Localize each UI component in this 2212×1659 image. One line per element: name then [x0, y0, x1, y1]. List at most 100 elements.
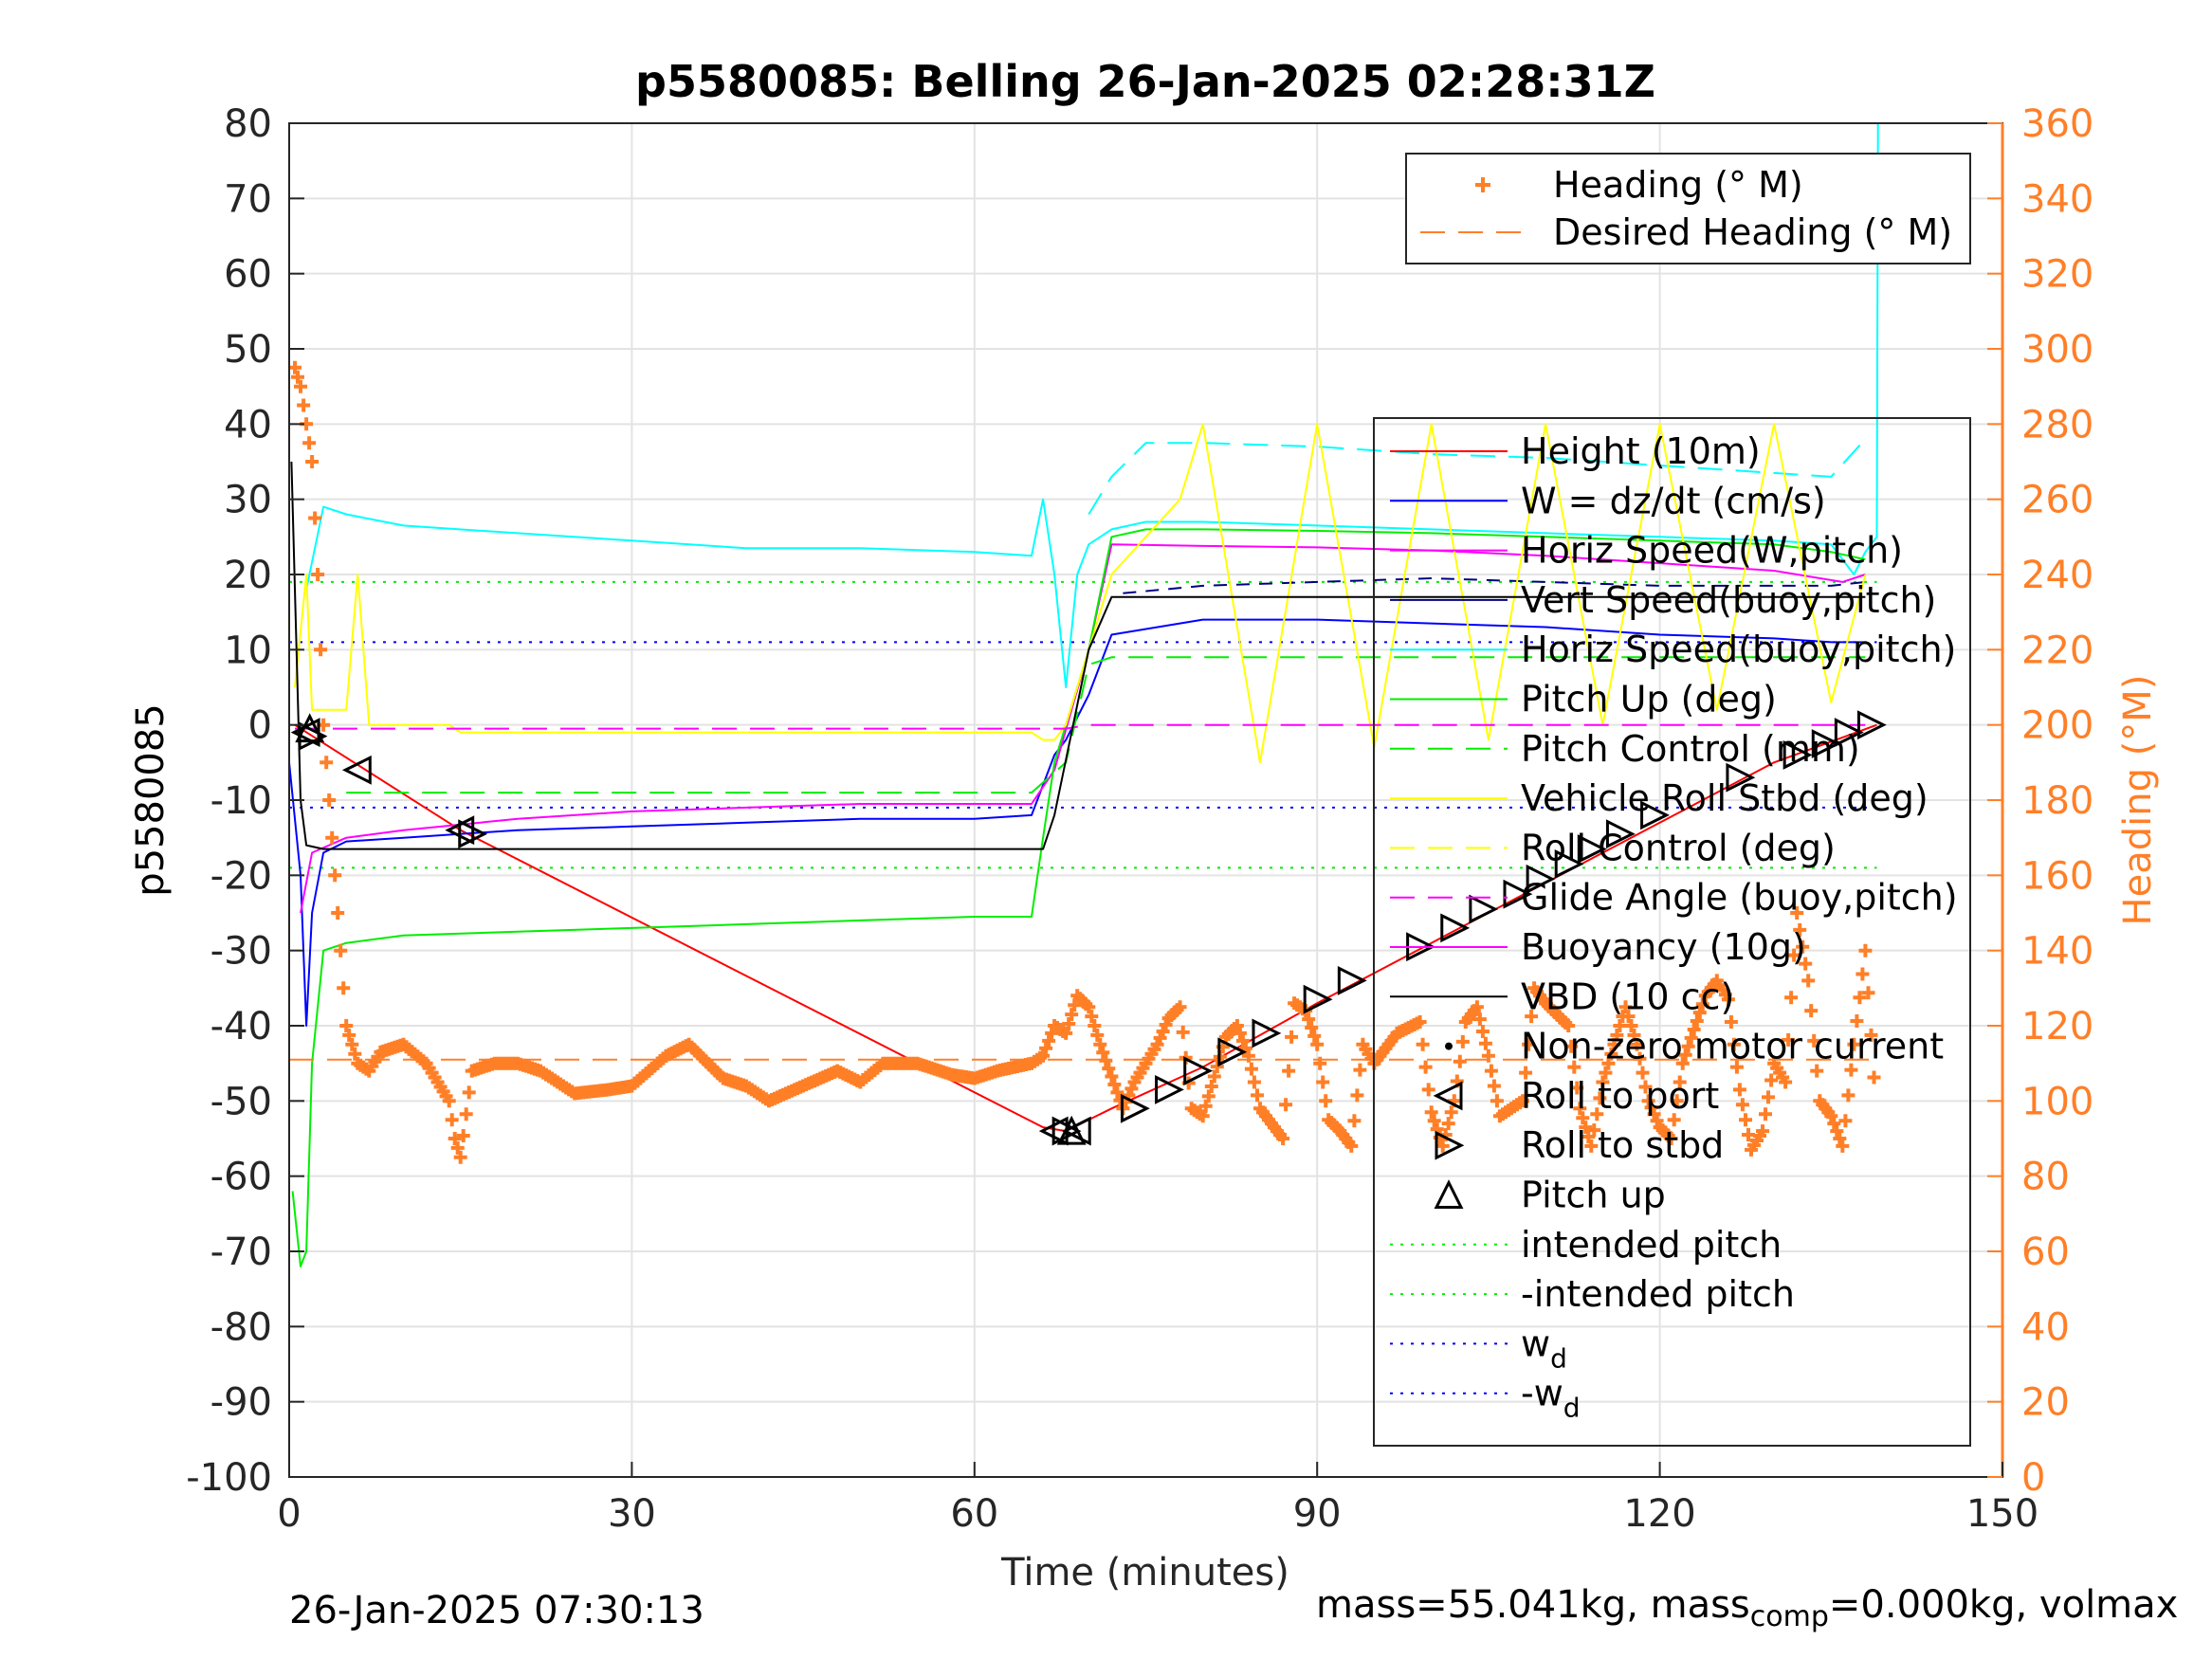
legend-label: Vehicle Roll Stbd (deg) — [1521, 777, 1929, 819]
heading-marker — [1861, 986, 1875, 1000]
heading-marker — [1667, 1113, 1681, 1127]
heading-marker — [1230, 1019, 1244, 1032]
heading-marker — [1413, 1015, 1427, 1029]
roll-to-stbd-marker — [1811, 729, 1841, 758]
heading-marker — [1784, 991, 1799, 1005]
heading-marker — [1621, 1010, 1636, 1024]
y2-tick-label: 280 — [2021, 403, 2093, 447]
heading-marker — [1344, 1139, 1359, 1153]
heading-marker — [1782, 1032, 1796, 1047]
heading-marker — [1732, 1083, 1746, 1097]
heading-marker — [1244, 1062, 1258, 1076]
heading-marker — [308, 511, 322, 525]
y-tick-label: -30 — [210, 930, 272, 974]
heading-marker — [453, 1150, 467, 1164]
legend-label: -intended pitch — [1521, 1273, 1795, 1315]
legend-marker — [1434, 1179, 1464, 1209]
pitch-up-marker — [295, 713, 325, 743]
heading-marker — [1088, 1019, 1102, 1032]
heading-marker — [1470, 1000, 1484, 1014]
heading-marker — [1759, 1107, 1772, 1121]
y-tick-label: 70 — [224, 177, 272, 221]
heading-marker — [1764, 1073, 1779, 1087]
legend-label: VBD (10 cc) — [1521, 975, 1734, 1017]
heading-marker — [1681, 1039, 1695, 1053]
legend-label-sub: d — [1550, 1342, 1567, 1374]
legend-label: Pitch Control (mm) — [1521, 728, 1860, 770]
y2-tick-label: 340 — [2021, 177, 2093, 221]
legend-marker — [1445, 1042, 1453, 1050]
heading-marker — [1576, 1111, 1590, 1125]
axes-layer: 0 30 60 90 120 15080706050403020100-10-20-30-… — [186, 102, 2093, 1536]
y2-tick-label: 80 — [2021, 1156, 2070, 1199]
heading-marker — [1599, 1066, 1613, 1080]
heading-marker — [1590, 1107, 1604, 1121]
legend-label-text: Pitch Up (deg) — [1521, 679, 1777, 720]
heading-marker — [1579, 1121, 1593, 1135]
heading-marker — [1636, 1066, 1650, 1080]
series-vert-buoy — [1123, 577, 1866, 594]
y-tick-label: -70 — [210, 1231, 272, 1274]
heading-marker — [1235, 1033, 1250, 1048]
roll-to-stbd-marker — [1120, 1093, 1150, 1123]
heading-marker — [1516, 1094, 1529, 1108]
series-horiz-buoy-dash — [1088, 438, 1867, 516]
series-horiz-buoy — [305, 122, 1879, 688]
y2-tick-label: 160 — [2021, 854, 2093, 898]
heading-marker — [462, 1085, 476, 1100]
heading-marker — [1241, 1048, 1255, 1063]
roll-to-stbd-marker — [1252, 1018, 1282, 1048]
heading-marker — [1347, 1114, 1362, 1128]
heading-marker — [1573, 1102, 1587, 1116]
heading-marker — [1790, 906, 1804, 920]
x-tick-label: 120 — [1623, 1492, 1695, 1536]
heading-marker — [1453, 1054, 1467, 1068]
heading-marker — [1638, 1080, 1653, 1094]
heading-marker — [1799, 957, 1813, 971]
heading-marker — [1624, 1019, 1638, 1032]
heading-marker — [1570, 1081, 1584, 1095]
heading-marker — [1858, 943, 1873, 957]
heading-marker — [1487, 1079, 1501, 1093]
heading-marker — [1827, 1117, 1841, 1131]
legend-label-text: Roll Control (deg) — [1521, 827, 1836, 868]
y-tick-label: -10 — [210, 779, 272, 823]
roll-to-stbd-marker — [1782, 739, 1813, 770]
heading-marker — [1729, 1060, 1744, 1074]
x-tick-label: 150 — [1966, 1492, 2038, 1536]
y-tick-label: 0 — [248, 704, 272, 748]
heading-marker — [1110, 1085, 1124, 1100]
legend-main-box — [1373, 417, 1971, 1447]
heading-marker — [1793, 922, 1807, 937]
legend-marker — [1435, 1130, 1465, 1160]
heading-marker — [1804, 1004, 1819, 1018]
footer-timestamp: 26-Jan-2025 07:30:13 — [289, 1589, 704, 1632]
heading-marker — [1796, 939, 1810, 954]
legend-label-text: Pitch up — [1521, 1175, 1666, 1216]
legend-label: Non-zero motor current — [1521, 1026, 1944, 1067]
roll-to-stbd-marker — [1217, 1037, 1248, 1067]
heading-marker — [1724, 1015, 1738, 1029]
legend-label-text: -intended pitch — [1521, 1273, 1795, 1315]
y2-tick-label: 0 — [2021, 1456, 2045, 1500]
x-tick-label: 30 — [608, 1492, 656, 1536]
heading-marker — [1678, 1048, 1692, 1062]
heading-marker — [1233, 1026, 1247, 1040]
heading-marker — [1664, 1132, 1678, 1145]
heading-marker — [1455, 1034, 1470, 1048]
heading-marker — [1198, 1099, 1213, 1113]
heading-marker — [1062, 1017, 1076, 1030]
heading-marker — [291, 370, 304, 384]
legend-label: Roll to port — [1521, 1075, 1719, 1117]
footer-mass-sub: comp — [1749, 1600, 1829, 1633]
heading-marker — [1522, 1037, 1536, 1051]
heading-marker — [1207, 1069, 1221, 1084]
heading-marker — [1695, 997, 1709, 1012]
heading-marker — [1584, 1139, 1599, 1153]
legend-label-text: w — [1521, 1322, 1550, 1364]
heading-marker — [334, 943, 348, 957]
heading-marker — [1210, 1060, 1224, 1074]
legend-main: Height (10m) W = dz/dt (cm/s) Horiz Speed(… — [1373, 417, 1971, 1447]
heading-marker — [1727, 1037, 1741, 1051]
heading-marker — [1173, 1000, 1187, 1014]
